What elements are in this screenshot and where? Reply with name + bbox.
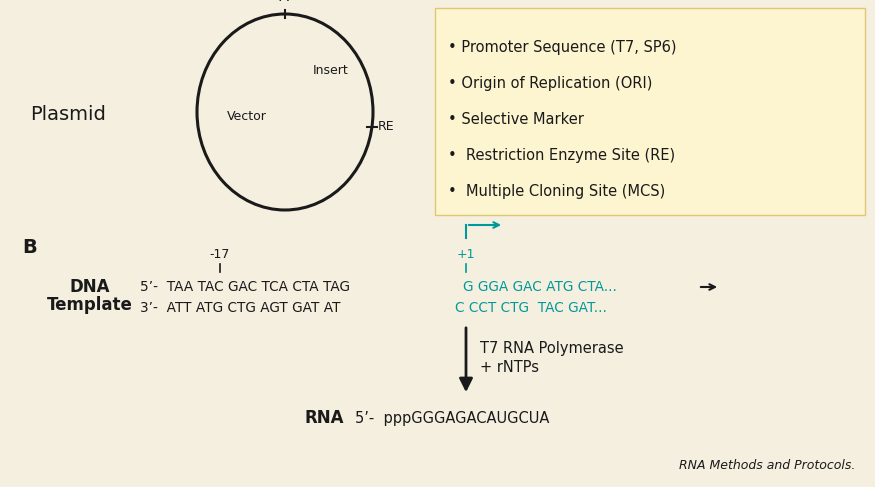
Text: T7: T7 bbox=[276, 0, 294, 4]
Text: DNA: DNA bbox=[70, 278, 110, 296]
Text: 3’-  ATT ATG CTG AGT GAT AT: 3’- ATT ATG CTG AGT GAT AT bbox=[140, 301, 340, 315]
Text: Plasmid: Plasmid bbox=[30, 106, 106, 125]
Text: Insert: Insert bbox=[313, 63, 349, 76]
Text: T7 RNA Polymerase: T7 RNA Polymerase bbox=[480, 340, 624, 356]
Text: RNA: RNA bbox=[305, 409, 345, 427]
Text: -17: -17 bbox=[210, 248, 230, 261]
FancyBboxPatch shape bbox=[435, 8, 865, 215]
Text: C CCT CTG  TAC GAT...: C CCT CTG TAC GAT... bbox=[455, 301, 607, 315]
Text: RNA Methods and Protocols.: RNA Methods and Protocols. bbox=[679, 459, 855, 472]
Text: G GGA GAC ATG CTA...: G GGA GAC ATG CTA... bbox=[463, 280, 617, 294]
Text: Template: Template bbox=[47, 296, 133, 314]
Text: • Selective Marker: • Selective Marker bbox=[448, 112, 584, 127]
Text: •  Restriction Enzyme Site (RE): • Restriction Enzyme Site (RE) bbox=[448, 148, 676, 163]
Text: •  Multiple Cloning Site (MCS): • Multiple Cloning Site (MCS) bbox=[448, 184, 665, 199]
Text: • Origin of Replication (ORI): • Origin of Replication (ORI) bbox=[448, 76, 653, 91]
Text: + rNTPs: + rNTPs bbox=[480, 360, 539, 375]
Text: 5’-  TAA TAC GAC TCA CTA TAG: 5’- TAA TAC GAC TCA CTA TAG bbox=[140, 280, 350, 294]
Text: • Promoter Sequence (T7, SP6): • Promoter Sequence (T7, SP6) bbox=[448, 40, 676, 55]
Text: Vector: Vector bbox=[228, 111, 267, 124]
Text: +1: +1 bbox=[457, 248, 475, 261]
Text: 5’-  pppGGGAGACAUGCUA: 5’- pppGGGAGACAUGCUA bbox=[355, 411, 550, 426]
Text: B: B bbox=[22, 238, 37, 257]
Text: RE: RE bbox=[378, 120, 395, 133]
